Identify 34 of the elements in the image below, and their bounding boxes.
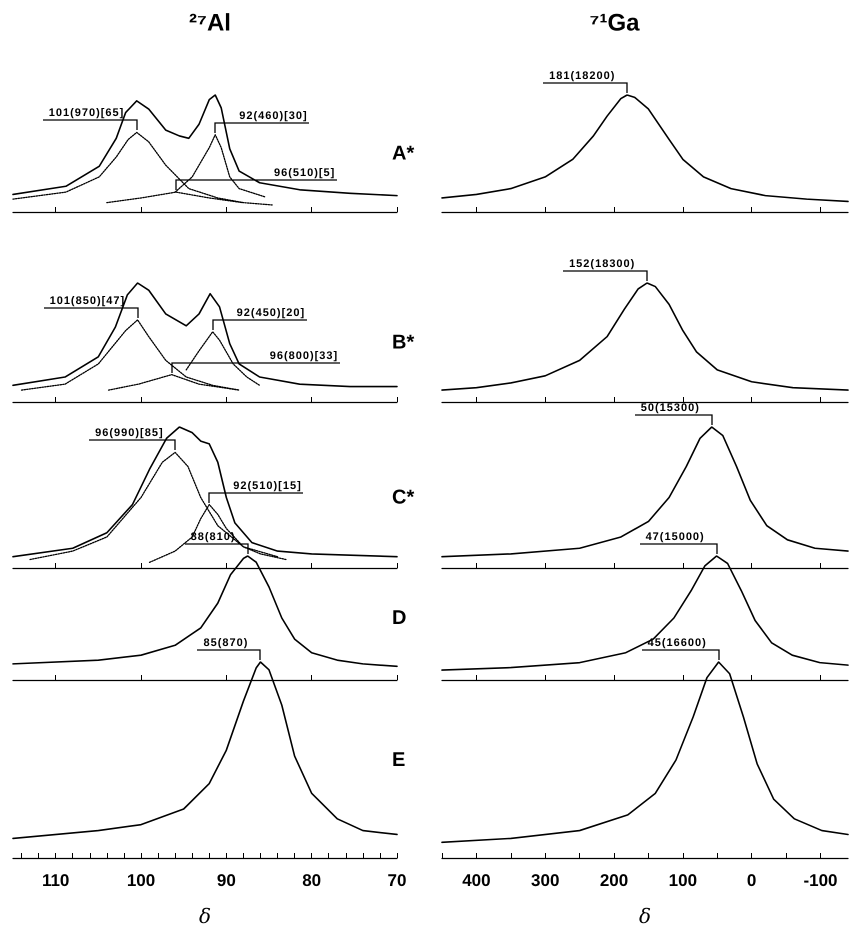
y-axis-title: A*: [392, 142, 414, 164]
annotation: 101(850)[47]: [50, 294, 126, 307]
x-tick-label: 110: [42, 871, 70, 890]
chart-title: ⁷¹Ga: [590, 10, 640, 36]
annotation: 181(18200): [549, 70, 616, 82]
annotation: 92(450)[20]: [236, 306, 306, 319]
annotation: 47(15000): [646, 531, 705, 543]
y-axis-title: E: [392, 749, 406, 771]
x-tick-label: 0: [746, 871, 756, 890]
x-axis-title: δ: [638, 904, 652, 928]
annotation: 45(16600): [648, 637, 707, 649]
x-tick-label: 100: [668, 871, 698, 890]
x-tick-label: 400: [462, 871, 491, 890]
x-tick-label: 300: [531, 871, 560, 890]
annotation: 96(990)[85]: [95, 427, 164, 440]
x-tick-label: 90: [216, 871, 236, 890]
annotation: 92(460)[30]: [239, 110, 308, 122]
annotation: 92(510)[15]: [233, 480, 302, 492]
y-axis-title: D: [392, 607, 406, 629]
annotation: 101(970)[65]: [48, 107, 124, 120]
x-axis-title: δ: [198, 904, 212, 928]
x-tick-label: 80: [302, 871, 322, 890]
annotation: 85(870): [203, 637, 248, 649]
x-tick-label: 200: [600, 871, 628, 890]
annotation: 96(510)[5]: [274, 167, 336, 180]
annotation: 96(800)[33]: [270, 350, 338, 362]
annotation: 50(15300): [640, 402, 700, 414]
x-tick-label: 70: [388, 871, 406, 890]
y-axis-title: B*: [392, 332, 414, 354]
annotation: 152(18300): [569, 258, 636, 270]
y-axis-title: C*: [392, 486, 414, 508]
x-tick-label: -100: [803, 871, 838, 890]
x-tick-label: 100: [126, 871, 156, 890]
chart-title: ²⁷Al: [189, 10, 231, 36]
